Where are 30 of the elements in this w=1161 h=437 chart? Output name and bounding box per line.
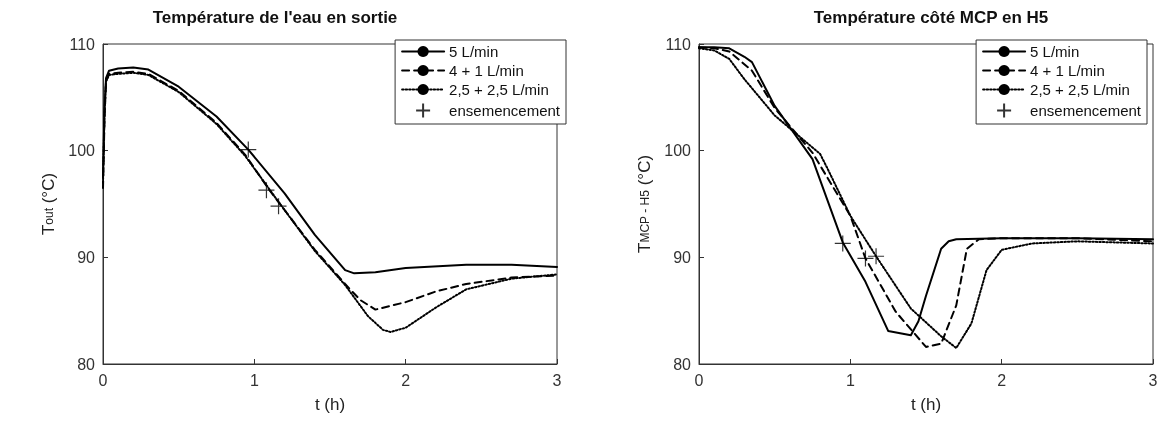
legend-label: ensemencement bbox=[449, 102, 561, 119]
x-tick-label: 0 bbox=[98, 371, 108, 389]
legend-label: 4 + 1 L/min bbox=[1030, 62, 1105, 79]
y-tick-label: 100 bbox=[68, 142, 96, 160]
y-tick-label: 90 bbox=[673, 248, 692, 266]
y-tick-label: 90 bbox=[77, 248, 96, 266]
x-tick-label: 1 bbox=[249, 371, 259, 389]
x-tick-label: 2 bbox=[997, 371, 1007, 389]
y-tick-label: 110 bbox=[69, 35, 96, 53]
y-tick-label: 110 bbox=[665, 35, 692, 53]
x-tick-label: 1 bbox=[845, 371, 855, 389]
y-tick-label: 80 bbox=[77, 355, 96, 373]
y-tick-label: 100 bbox=[664, 142, 692, 160]
chart-title: Température côté MCP en H5 bbox=[813, 8, 1049, 27]
legend-label: 5 L/min bbox=[449, 43, 499, 60]
legend-label: 4 + 1 L/min bbox=[449, 62, 524, 79]
x-axis-title: t (h) bbox=[314, 395, 346, 414]
legend-label: 5 L/min bbox=[1030, 43, 1080, 60]
y-axis-title: Tout (°C) bbox=[39, 172, 59, 236]
legend-label: 2,5 + 2,5 L/min bbox=[449, 81, 549, 98]
x-axis-title: t (h) bbox=[910, 395, 942, 414]
chart-title: Température de l'eau en sortie bbox=[152, 8, 398, 27]
y-tick-label: 80 bbox=[673, 355, 692, 373]
legend-label: 2,5 + 2,5 L/min bbox=[1030, 81, 1130, 98]
x-tick-label: 0 bbox=[694, 371, 704, 389]
y-axis-title: TMCP - H5 (°C) bbox=[635, 154, 655, 254]
legend-label: ensemencement bbox=[1030, 102, 1142, 119]
x-tick-label: 3 bbox=[552, 371, 562, 389]
x-tick-label: 3 bbox=[1148, 371, 1158, 389]
x-tick-label: 2 bbox=[401, 371, 411, 389]
